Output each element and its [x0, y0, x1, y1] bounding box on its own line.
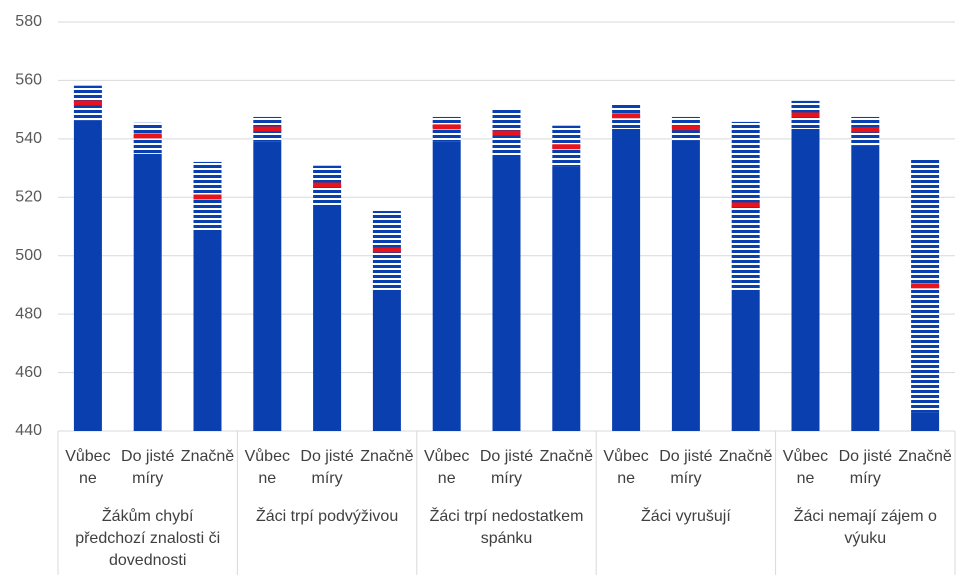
x-tick-label: Vůbec ne: [782, 448, 829, 487]
x-tick-label: Značně: [719, 448, 773, 465]
y-tick-label: 480: [15, 305, 42, 322]
y-tick-label: 560: [15, 72, 42, 89]
mean-marker: [671, 125, 700, 131]
mean-marker: [911, 283, 940, 289]
mean-marker: [851, 127, 880, 133]
bar: [911, 412, 940, 431]
x-tick-label: Vůbec ne: [424, 448, 470, 487]
y-tick-label: 460: [15, 364, 42, 381]
bar: [313, 204, 342, 431]
x-tick-label: Vůbec ne: [244, 448, 290, 487]
bar: [851, 145, 880, 431]
x-tick-label: Značně: [360, 448, 414, 465]
x-tick-label: Značně: [180, 448, 235, 465]
mean-marker: [552, 144, 581, 150]
mean-marker: [612, 113, 641, 119]
bar: [432, 141, 461, 431]
bar: [73, 120, 102, 431]
mean-marker: [193, 194, 222, 200]
bar: [253, 141, 282, 431]
bar: [671, 140, 700, 431]
bar: [133, 153, 162, 432]
y-tick-label: 440: [15, 422, 42, 439]
mean-marker: [731, 202, 760, 208]
bar: [552, 166, 581, 431]
mean-marker: [432, 124, 461, 130]
mean-marker: [372, 247, 401, 253]
x-tick-label: Značně: [898, 448, 952, 465]
mean-marker: [133, 133, 162, 139]
y-tick-label: 580: [15, 13, 42, 30]
mean-marker: [253, 126, 282, 132]
y-tick-label: 540: [15, 130, 42, 147]
x-tick-label: Do jisté míry: [121, 448, 175, 487]
group-label: Žákům chybí předchozí znalosti či dovedn…: [75, 508, 221, 569]
group-label: Žáci trpí nedostatkem spánku: [429, 508, 584, 547]
group-label: Žáci vyrušují: [640, 508, 731, 525]
mean-marker: [492, 130, 521, 136]
x-tick-label: Vůbec ne: [65, 448, 111, 487]
bar: [612, 128, 641, 431]
x-tick-label: Do jisté míry: [479, 448, 534, 487]
group-label: Žáci trpí podvýživou: [255, 508, 399, 525]
bar: [731, 289, 760, 431]
bar: [372, 289, 401, 431]
x-tick-label: Vůbec ne: [603, 448, 649, 487]
group-label: Žáci nemají zájem o výuku: [793, 508, 937, 547]
y-tick-label: 500: [15, 247, 42, 264]
mean-marker: [73, 100, 102, 106]
x-tick-label: Do jisté míry: [838, 448, 892, 487]
mean-marker: [313, 182, 342, 188]
y-tick-label: 520: [15, 189, 42, 206]
x-tick-label: Do jisté míry: [659, 448, 713, 487]
bar: [193, 230, 222, 431]
x-tick-label: Značně: [539, 448, 593, 465]
bar: [492, 154, 521, 432]
x-tick-label: Do jisté míry: [300, 448, 354, 487]
mean-marker: [791, 112, 820, 118]
bar: [791, 128, 820, 431]
